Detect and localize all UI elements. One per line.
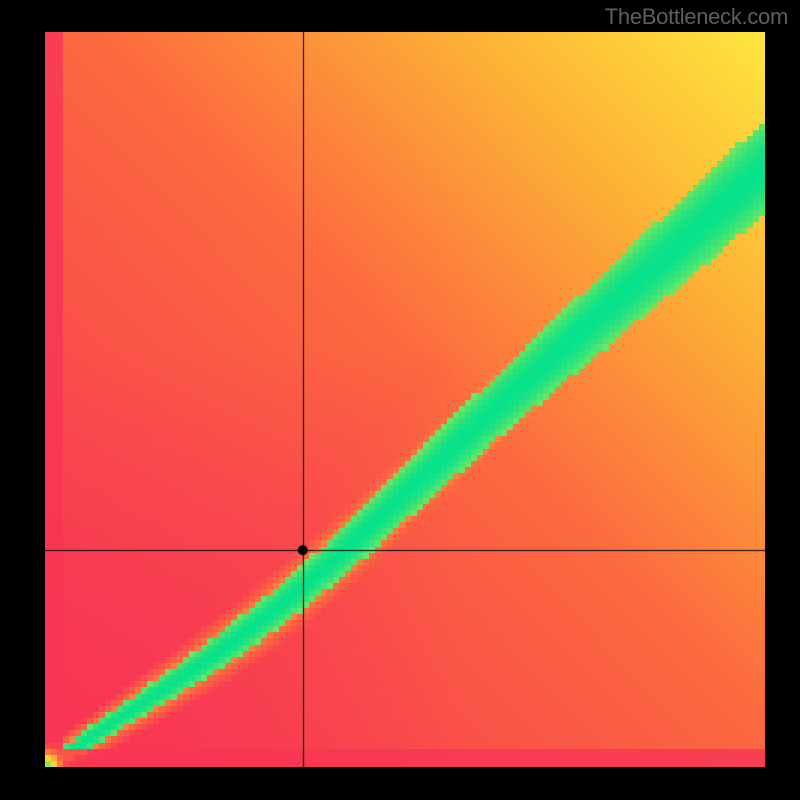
watermark-text: TheBottleneck.com [605, 4, 788, 30]
heatmap-plot [45, 32, 765, 767]
crosshair-overlay [45, 32, 765, 767]
figure-root: TheBottleneck.com [0, 0, 800, 800]
